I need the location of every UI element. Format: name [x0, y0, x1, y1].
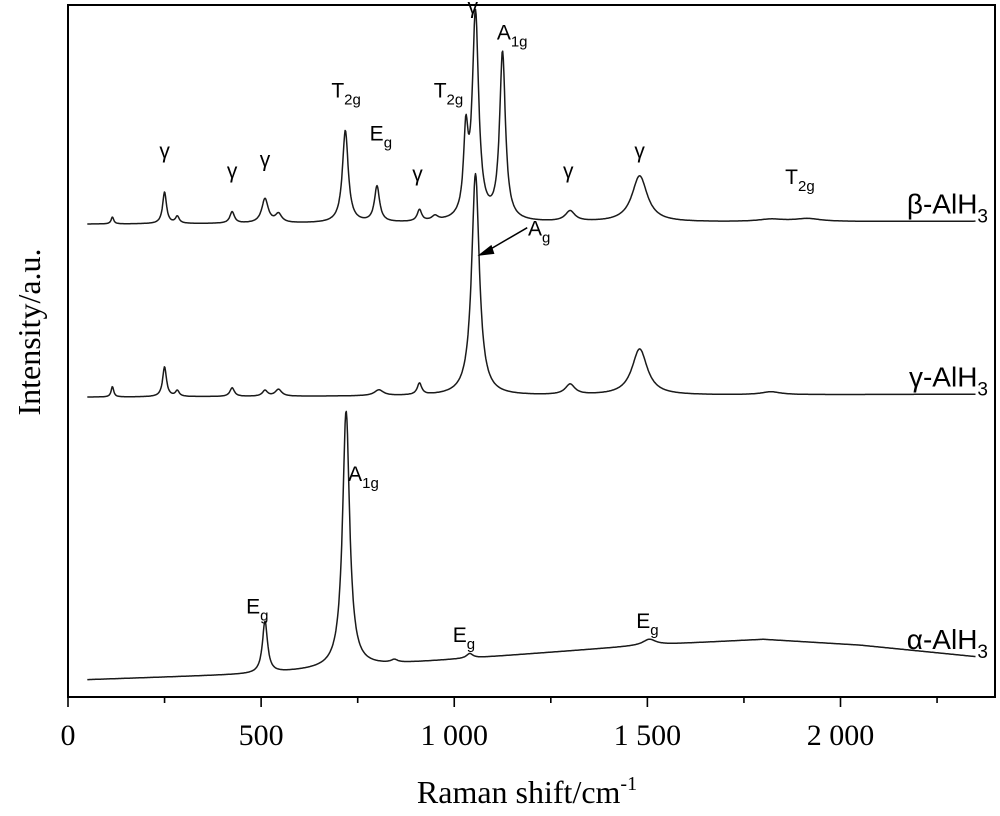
x-tick-label: 0	[61, 719, 76, 752]
peak-label: T2g	[434, 79, 464, 108]
series-label-2: α-AlH3	[907, 624, 988, 663]
plot-frame	[67, 4, 996, 698]
annotation-arrowhead	[477, 244, 495, 256]
x-tick-label: 500	[239, 719, 284, 752]
peak-label: T2g	[785, 166, 815, 195]
peak-label: A1g	[348, 463, 379, 492]
peak-label: γ	[227, 160, 238, 183]
peak-label: γ	[412, 163, 423, 186]
series-label-0: β-AlH3	[907, 189, 988, 228]
plot-area: 0 500 1 000 1 500 2 000β-AlH3γγγT2gEgγT2gγA1…	[61, 0, 996, 752]
series-line-1	[87, 172, 976, 398]
x-tick-label: 1 000	[421, 719, 489, 752]
series-label-1: γ-AlH3	[909, 362, 988, 401]
peak-label: T2g	[331, 79, 361, 108]
series-line-0	[87, 8, 976, 225]
x-tick-label: 2 000	[807, 719, 875, 752]
peak-label: γ	[260, 148, 271, 171]
peak-label: γ	[634, 140, 645, 163]
y-axis-label: Intensity/a.u.	[11, 248, 47, 415]
annotation-arrow	[487, 227, 528, 252]
peak-label: A1g	[497, 22, 528, 51]
peak-label: Eg	[370, 123, 392, 152]
peak-label: Eg	[453, 624, 475, 653]
peak-label: γ	[468, 0, 479, 19]
x-tick-label: 1 500	[614, 719, 682, 752]
peak-label: γ	[159, 140, 170, 163]
x-axis-label: Raman shift/cm-1	[417, 773, 637, 810]
peak-label: Ag	[528, 218, 550, 247]
peak-label: Eg	[636, 610, 658, 639]
peak-label: γ	[563, 160, 574, 183]
series-line-2	[87, 410, 976, 681]
peak-label: Eg	[246, 595, 268, 624]
